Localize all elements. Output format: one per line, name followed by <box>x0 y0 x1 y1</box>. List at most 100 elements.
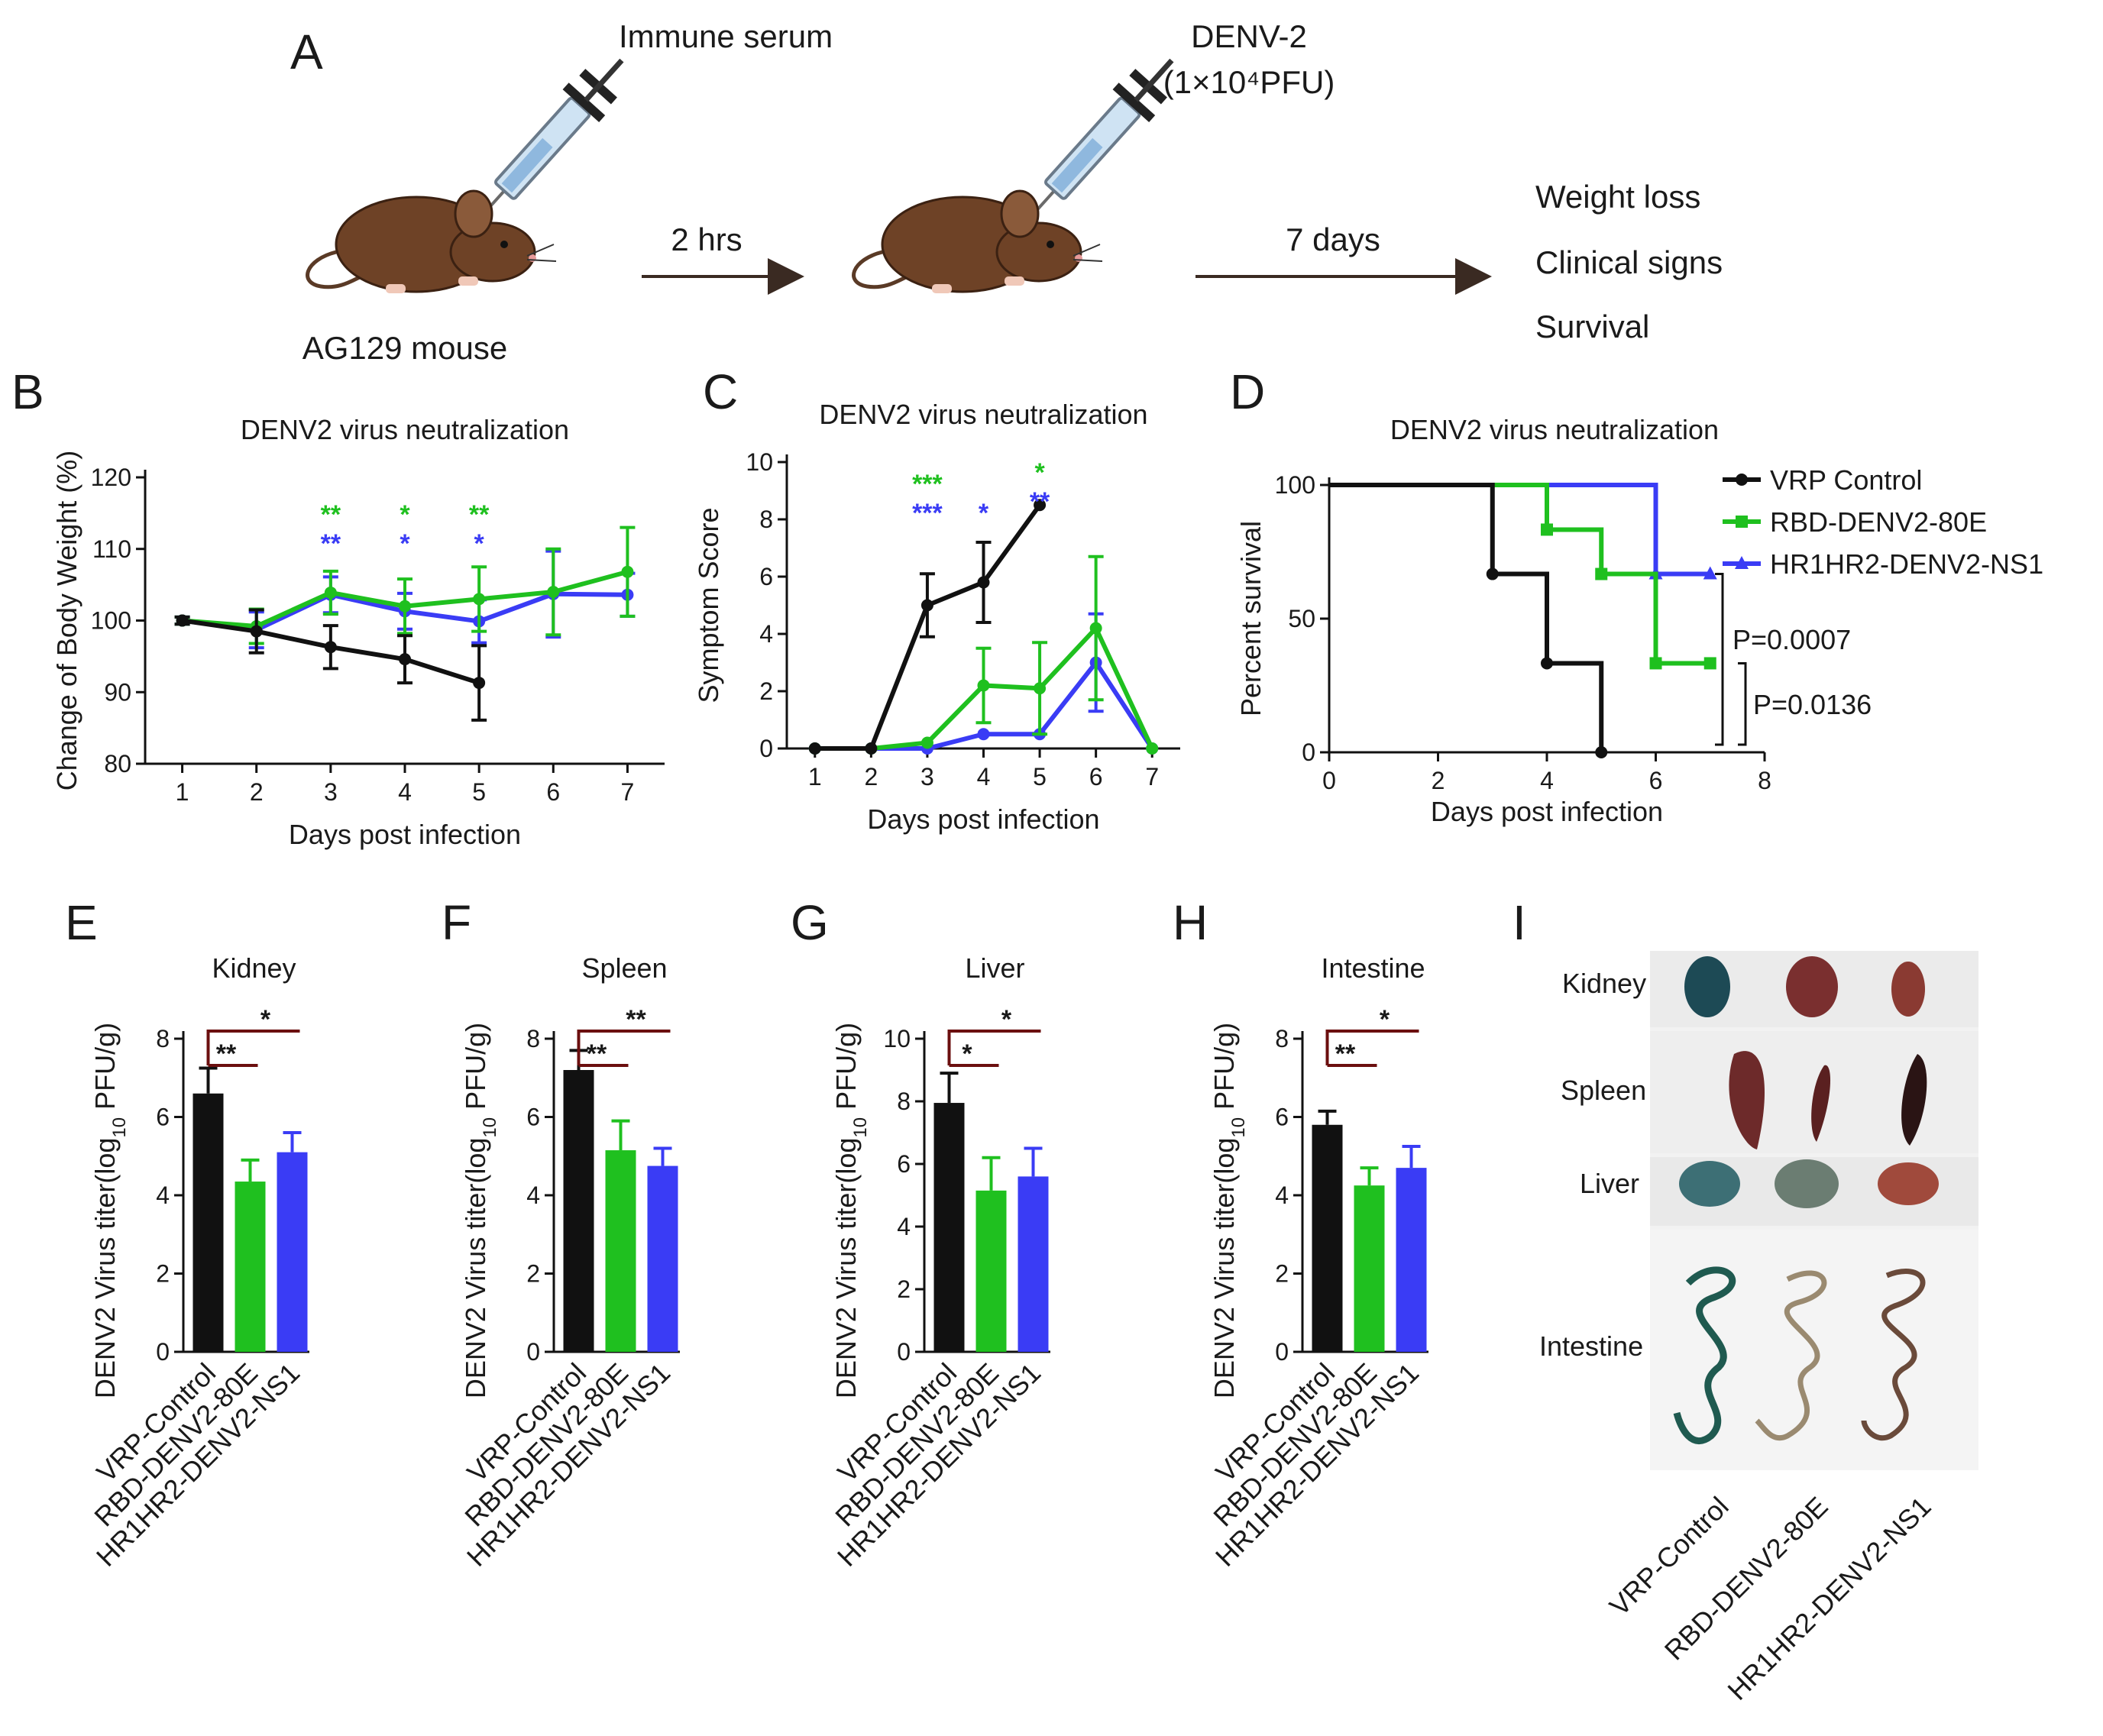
significance-mark: ** <box>587 1039 607 1068</box>
data-point <box>176 614 189 627</box>
x-tick-label: 4 <box>398 778 412 806</box>
outcome-clinical-signs: Clinical signs <box>1535 244 1723 280</box>
chart-title: Intestine <box>1321 952 1425 984</box>
y-tick-label: 6 <box>156 1104 170 1131</box>
intestine-photo <box>1861 1269 1926 1440</box>
outcome-weight-loss: Weight loss <box>1535 179 1700 215</box>
significance-mark: ** <box>216 1039 237 1068</box>
chart-title: DENV2 virus neutralization <box>1390 414 1719 445</box>
x-tick-label: 4 <box>977 763 991 790</box>
chart-title: Spleen <box>581 952 667 984</box>
panel-letter-g: G <box>791 895 829 950</box>
x-tick-label: 3 <box>920 763 934 790</box>
intestine-photo <box>1673 1266 1736 1444</box>
legend-label: HR1HR2-DENV2-NS1 <box>1770 548 2043 580</box>
mouse-label: AG129 mouse <box>303 330 508 366</box>
x-tick-label: 6 <box>546 778 560 806</box>
chart-intestine-titer: 0 2 4 6 8 Intestine DENV2 Virus titer(log10 PF… <box>1207 952 1428 1573</box>
y-tick-label: 0 <box>1302 739 1315 766</box>
spleen-photo <box>1811 1065 1831 1142</box>
y-tick-label: 4 <box>759 620 773 648</box>
legend-marker <box>1735 556 1749 569</box>
significance-mark: ** <box>1335 1039 1356 1068</box>
significance-mark: ** <box>1030 487 1050 516</box>
y-tick-label: 90 <box>104 678 131 706</box>
data-point <box>1089 622 1102 635</box>
significance-mark: * <box>1034 458 1045 487</box>
panel-letter-d: D <box>1230 364 1265 419</box>
y-tick-label: 0 <box>759 735 773 762</box>
organ-photo-panel: Kidney Spleen Liver Intestine VRP-Contro… <box>1539 951 1978 1706</box>
organ-label-spleen: Spleen <box>1561 1075 1646 1106</box>
outcome-survival: Survival <box>1535 309 1649 344</box>
step2-label: 7 days <box>1286 221 1380 257</box>
data-point <box>977 679 990 692</box>
x-tick-label: 7 <box>1145 763 1159 790</box>
chart-spleen-titer: 0 2 4 6 8 Spleen DENV2 Virus titer(log10 PFU/g… <box>458 952 680 1573</box>
schematic: Immune serum DENV-2 (1×10⁴PFU) <box>303 18 1723 366</box>
liver-photo <box>1775 1159 1839 1208</box>
significance-bracket <box>206 1030 300 1065</box>
dose-label: (1×10⁴PFU) <box>1163 64 1335 100</box>
x-tick-label: 7 <box>621 778 635 806</box>
y-tick-label: 100 <box>91 607 131 635</box>
significance-bracket <box>947 1030 1041 1065</box>
chart-survival: 0 50 100 0 2 4 6 8 DENV2 virus neutralization Day… <box>1235 414 2043 827</box>
y-tick-label: 0 <box>1275 1338 1289 1366</box>
virus-label: DENV-2 <box>1191 18 1307 54</box>
chart-liver-titer: 0 2 4 6 8 10 Liver DENV2 Virus titer(log10 PFU/… <box>829 952 1050 1573</box>
kidney-photo <box>1891 962 1925 1017</box>
legend-marker <box>1736 516 1748 528</box>
y-tick-label: 6 <box>1275 1104 1289 1131</box>
data-point <box>1486 567 1499 580</box>
y-tick-label: 6 <box>759 563 773 590</box>
x-tick-label: 5 <box>1033 763 1047 790</box>
chart-title: Kidney <box>212 952 296 984</box>
survival-step <box>1329 483 1604 752</box>
serum-label: Immune serum <box>619 18 833 54</box>
significance-mark: * <box>962 1039 972 1068</box>
y-tick-label: 2 <box>897 1275 911 1303</box>
spleen-photo <box>1901 1054 1927 1146</box>
y-tick-label: 120 <box>91 464 131 491</box>
panel-letter-h: H <box>1173 895 1208 950</box>
bar <box>1312 1124 1343 1352</box>
syringe-icon <box>1024 58 1174 224</box>
data-point <box>1703 566 1717 580</box>
data-point <box>920 599 933 612</box>
y-tick-label: 8 <box>526 1025 540 1052</box>
significance-mark: *** <box>912 470 943 499</box>
panel-letter-e: E <box>65 895 98 950</box>
x-tick-label: 5 <box>472 778 486 806</box>
y-axis-label: DENV2 Virus titer(log10 PFU/g) <box>460 1023 500 1398</box>
p-value-label: P=0.0136 <box>1753 689 1872 720</box>
panel-letter-c: C <box>703 364 738 419</box>
y-axis-label: Change of Body Weight (%) <box>51 451 83 791</box>
bar <box>975 1190 1007 1352</box>
mouse-icon <box>306 189 557 293</box>
y-tick-label: 10 <box>883 1025 911 1052</box>
significance-mark: ** <box>321 529 341 558</box>
x-tick-label: 0 <box>1322 767 1336 794</box>
x-axis-label: Days post infection <box>867 803 1099 835</box>
organ-column-label: HR1HR2-DENV2-NS1 <box>1721 1491 1936 1706</box>
survival-step <box>1329 483 1710 666</box>
y-tick-label: 2 <box>1275 1260 1289 1288</box>
significance-bracket <box>577 1030 671 1065</box>
y-tick-label: 8 <box>156 1025 170 1052</box>
y-tick-label: 0 <box>897 1338 911 1366</box>
x-tick-label: 6 <box>1089 763 1103 790</box>
bar <box>647 1165 678 1352</box>
significance-mark: * <box>260 1005 271 1034</box>
y-tick-label: 80 <box>104 750 131 777</box>
y-tick-label: 4 <box>1275 1182 1289 1209</box>
y-tick-label: 6 <box>526 1104 540 1131</box>
y-tick-label: 8 <box>897 1088 911 1115</box>
data-point <box>1595 567 1608 580</box>
significance-mark: * <box>1380 1005 1390 1034</box>
panel-letter-i: I <box>1513 895 1526 950</box>
y-tick-label: 100 <box>1275 471 1315 499</box>
x-tick-label: 6 <box>1649 767 1663 794</box>
y-tick-label: 0 <box>526 1338 540 1366</box>
x-tick-label: 4 <box>1540 767 1554 794</box>
